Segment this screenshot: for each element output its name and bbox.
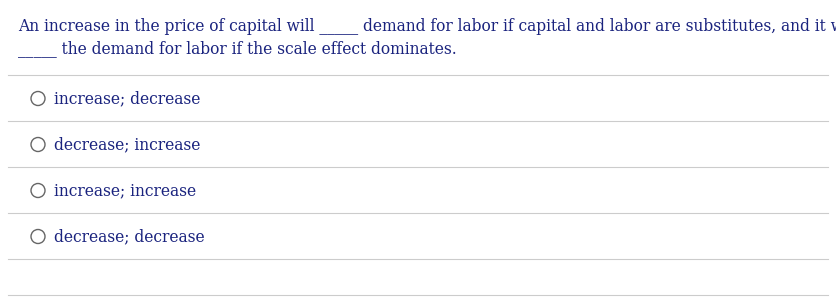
Text: _____ the demand for labor if the scale effect dominates.: _____ the demand for labor if the scale … (18, 40, 456, 57)
Text: An increase in the price of capital will _____ demand for labor if capital and l: An increase in the price of capital will… (18, 18, 836, 35)
Text: increase; decrease: increase; decrease (54, 90, 201, 107)
Text: decrease; decrease: decrease; decrease (54, 228, 205, 245)
Text: decrease; increase: decrease; increase (54, 136, 201, 153)
Text: increase; increase: increase; increase (54, 182, 196, 199)
